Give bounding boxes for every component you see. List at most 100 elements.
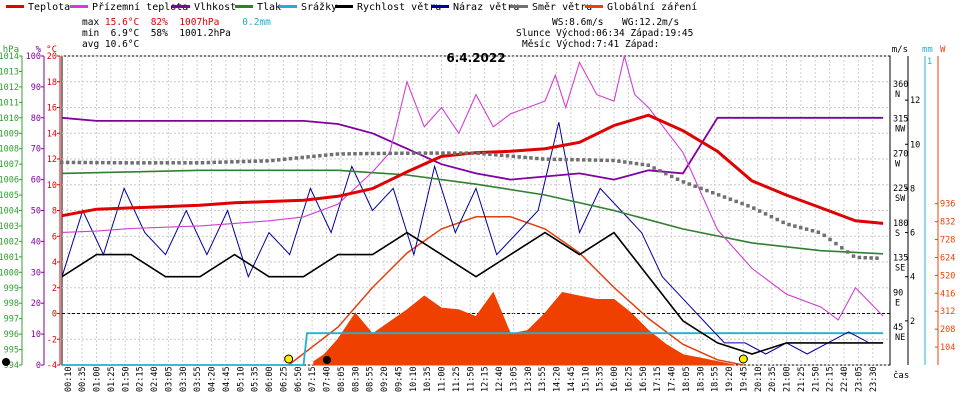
wind-dir-point <box>159 161 164 165</box>
wind-dir-point <box>587 158 592 162</box>
legend-item: Vlhkost <box>172 2 236 13</box>
wind-dir-point <box>693 184 697 188</box>
wind-dir-point <box>364 151 369 156</box>
wind-dir-point <box>822 233 826 238</box>
x-tick-label: 05:35 <box>251 366 261 392</box>
x-tick-label: 12:15 <box>481 366 491 392</box>
x-tick-label: 15:35 <box>596 366 606 392</box>
y-tick-label: 14 <box>47 129 57 139</box>
wind-dir-point <box>388 151 392 156</box>
x-tick-label: 15:10 <box>581 366 591 392</box>
series-temperature <box>61 113 884 225</box>
x-tick-label: 20:10 <box>754 366 764 392</box>
wind-dir-point <box>458 151 463 155</box>
wind-dir-point <box>271 158 275 163</box>
wind-dir-point <box>857 255 862 260</box>
y-tick-label: 936 <box>940 200 955 210</box>
y-tick-label: 1009 <box>0 129 19 139</box>
wind-dir-point <box>581 158 586 162</box>
wind-dir-point <box>652 166 656 170</box>
legend-label: Teplota <box>28 2 71 13</box>
wind-dir-point <box>664 171 668 176</box>
y-tick-label: 996 <box>4 330 19 340</box>
x-tick-label: 21:50 <box>811 366 821 392</box>
wind-dir-point <box>728 197 733 201</box>
wind-dir-point <box>429 151 433 155</box>
y-tick-label: 90 <box>31 83 41 93</box>
wind-dir-point <box>417 151 422 155</box>
x-tick-label: 12:40 <box>495 366 505 392</box>
wind-dir-point <box>147 161 152 165</box>
x-tick-label: 23:05 <box>854 366 864 392</box>
y-tick-label: 1002 <box>0 237 19 247</box>
dir-tick-label: 225 <box>893 184 908 194</box>
wind-dir-point <box>681 180 686 184</box>
x-tick-label: 22:40 <box>840 366 850 392</box>
legend-label: Náraz větru <box>453 2 520 13</box>
dir-compass-label: S <box>895 229 900 239</box>
dir-compass-label: SW <box>895 194 906 204</box>
dir-compass-label: N <box>895 90 900 100</box>
stats-min: min 6.9°C 58% 1001.2hPa <box>82 28 231 39</box>
y-tick-label: 12 <box>47 155 57 165</box>
legend-item: Rychlost větru <box>335 2 441 13</box>
legend-swatch <box>6 4 24 8</box>
wind-dir-point <box>394 151 398 156</box>
wind-dir-point <box>142 161 146 165</box>
wind-dir-point <box>828 237 832 242</box>
x-tick-label: 10:10 <box>409 366 419 392</box>
wind-dir-point <box>470 151 475 155</box>
wind-dir-point <box>810 228 815 233</box>
y-tick-label: 100 <box>26 52 41 62</box>
dir-tick-label: 45 <box>893 323 903 333</box>
y-tick-label: 18 <box>47 78 57 88</box>
moonrise-marker <box>322 356 331 364</box>
x-tick-label: 13:30 <box>524 366 534 392</box>
y-tick-label: 2 <box>910 317 915 327</box>
y-tick-label: 1003 <box>0 222 19 232</box>
dir-compass-label: NW <box>895 125 906 135</box>
wind-dir-point <box>863 255 868 260</box>
x-tick-label: 18:55 <box>711 366 721 392</box>
wind-dir-point <box>288 156 293 161</box>
legend-swatch <box>70 4 88 8</box>
wind-dir-point <box>851 254 856 258</box>
axis-label-hpa: hPa <box>3 45 19 55</box>
legend-swatch <box>279 4 297 8</box>
x-tick-label: 16:50 <box>639 366 649 392</box>
wind-dir-point <box>130 161 134 165</box>
wind-dir-point <box>740 201 744 206</box>
x-tick-label: 13:55 <box>538 366 548 392</box>
wind-dir-point <box>60 160 64 165</box>
x-tick-label: 20:35 <box>768 366 778 392</box>
y-tick-label: 10 <box>47 181 57 191</box>
dir-tick-label: 180 <box>893 219 908 229</box>
legend-item: Náraz větru <box>431 2 519 13</box>
series-humidity <box>61 116 884 181</box>
dir-tick-label: 315 <box>893 115 908 125</box>
wind-dir-point <box>294 156 299 160</box>
legend-label: Přízemní teplota <box>92 2 189 13</box>
y-tick-label: 416 <box>940 289 955 299</box>
legend-label: Směr větru <box>532 2 593 13</box>
y-tick-label: 40 <box>31 237 41 247</box>
sun-info: Slunce Východ:06:34 Západ:19:45 <box>516 28 694 39</box>
wind-dir-point <box>400 151 404 156</box>
wind-dir-point <box>746 204 750 208</box>
wind-dir-point <box>552 157 557 162</box>
wind-speed-max: WS:8.6m/s <box>552 17 604 28</box>
wind-dir-point <box>845 250 850 254</box>
x-tick-label: 06:50 <box>294 366 304 392</box>
y-tick-label: 1013 <box>0 67 19 77</box>
x-tick-label: 11:00 <box>438 366 448 392</box>
x-tick-label: 03:05 <box>164 366 174 392</box>
y-tick-label: 998 <box>4 299 19 309</box>
x-tick-label: 11:50 <box>466 366 476 392</box>
wind-dir-point <box>499 153 504 158</box>
wind-dir-point <box>423 151 428 155</box>
x-tick-label: 07:15 <box>308 366 318 392</box>
wind-dir-point <box>869 256 873 260</box>
x-tick-label: 08:05 <box>337 366 347 392</box>
